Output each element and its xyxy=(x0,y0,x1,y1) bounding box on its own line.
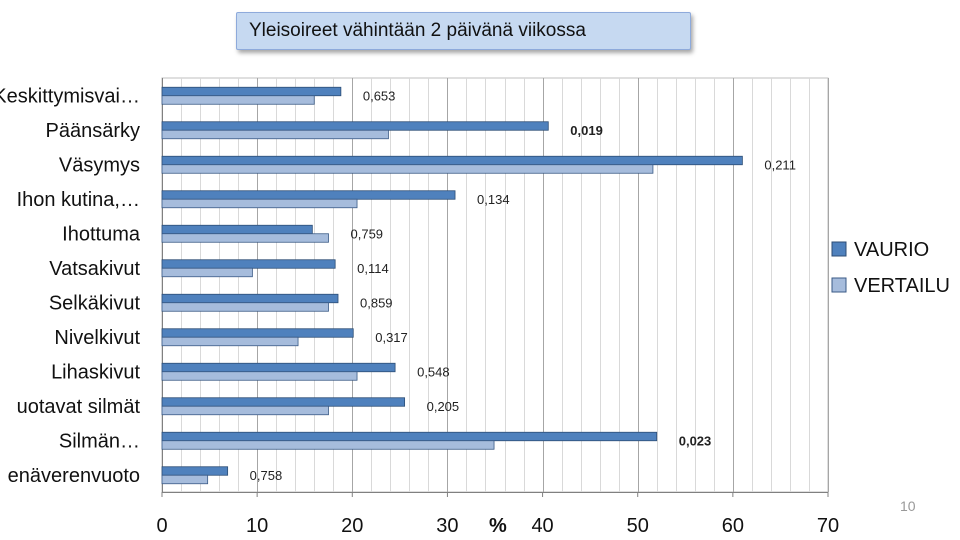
p-value-label: 0,114 xyxy=(357,261,389,276)
page-number: 10 xyxy=(900,498,916,514)
category-label: Keskittymisvai… xyxy=(0,85,140,107)
x-tick-label: 70 xyxy=(817,515,839,537)
legend-swatch xyxy=(831,241,847,257)
x-tick-label: 60 xyxy=(722,515,744,537)
bar-vaurio xyxy=(161,362,396,373)
bar-vaurio xyxy=(161,190,456,200)
bar-vertailu xyxy=(161,405,329,416)
x-tick-label: 30 xyxy=(436,515,458,537)
bar-vertailu xyxy=(161,267,253,278)
bar-vaurio xyxy=(161,224,313,235)
bar-vertailu xyxy=(161,164,654,174)
legend-label: VERTAILU xyxy=(854,275,950,297)
p-value-label: 0,759 xyxy=(351,226,384,241)
category-label: Nivelkivut xyxy=(54,327,140,349)
category-label: enäverenvuoto xyxy=(8,465,140,487)
bar-vertailu xyxy=(161,198,358,209)
category-label: Ihon kutina,… xyxy=(17,189,140,211)
legend-swatch xyxy=(831,277,847,293)
x-tick-label: 50 xyxy=(627,515,649,537)
p-value-label: 0,205 xyxy=(427,399,460,414)
chart-title: Yleisoireet vähintään 2 päivänä viikossa xyxy=(236,12,691,50)
bar-vaurio xyxy=(161,397,406,407)
bar-vertailu xyxy=(161,474,209,485)
x-axis-label: % xyxy=(489,515,507,537)
bar-vertailu xyxy=(161,233,329,243)
bar-vertailu xyxy=(161,336,299,347)
bar-vaurio xyxy=(161,86,342,97)
x-tick-label: 20 xyxy=(341,515,363,537)
bar-vaurio xyxy=(161,259,336,269)
p-value-label: 0,134 xyxy=(477,192,510,207)
x-tick-label: 10 xyxy=(246,515,268,537)
bar-vertailu xyxy=(161,302,329,312)
p-value-label: 0,023 xyxy=(679,433,712,448)
category-label: uotavat silmät xyxy=(17,396,141,418)
x-tick-label: 0 xyxy=(156,515,167,537)
category-label: Päänsärky xyxy=(46,120,141,142)
category-label: Ihottuma xyxy=(62,223,141,245)
p-value-label: 0,317 xyxy=(375,330,408,345)
bar-vaurio xyxy=(161,155,743,166)
p-value-label: 0,211 xyxy=(764,157,796,172)
p-value-label: 0,758 xyxy=(250,468,283,483)
plot-area xyxy=(161,77,829,493)
legend-label: VAURIO xyxy=(854,239,929,261)
p-value-label: 0,019 xyxy=(570,123,603,138)
bar-vertailu xyxy=(161,129,389,140)
bar-vaurio xyxy=(161,431,658,442)
category-label: Väsymys xyxy=(59,154,140,176)
p-value-label: 0,548 xyxy=(417,364,450,379)
bar-vaurio xyxy=(161,328,354,338)
category-label: Selkäkivut xyxy=(49,292,141,314)
bar-vertailu xyxy=(161,371,358,381)
p-value-label: 0,653 xyxy=(363,88,396,103)
x-tick-label: 40 xyxy=(531,515,553,537)
bar-vertailu xyxy=(161,440,495,450)
category-label: Vatsakivut xyxy=(49,258,140,280)
p-value-label: 0,859 xyxy=(360,295,393,310)
bar-vertailu xyxy=(161,95,315,105)
bar-vaurio xyxy=(161,293,339,304)
category-label: Lihaskivut xyxy=(51,361,140,383)
category-label: Silmän… xyxy=(59,430,140,452)
bar-vaurio xyxy=(161,121,549,131)
bar-vaurio xyxy=(161,466,229,476)
